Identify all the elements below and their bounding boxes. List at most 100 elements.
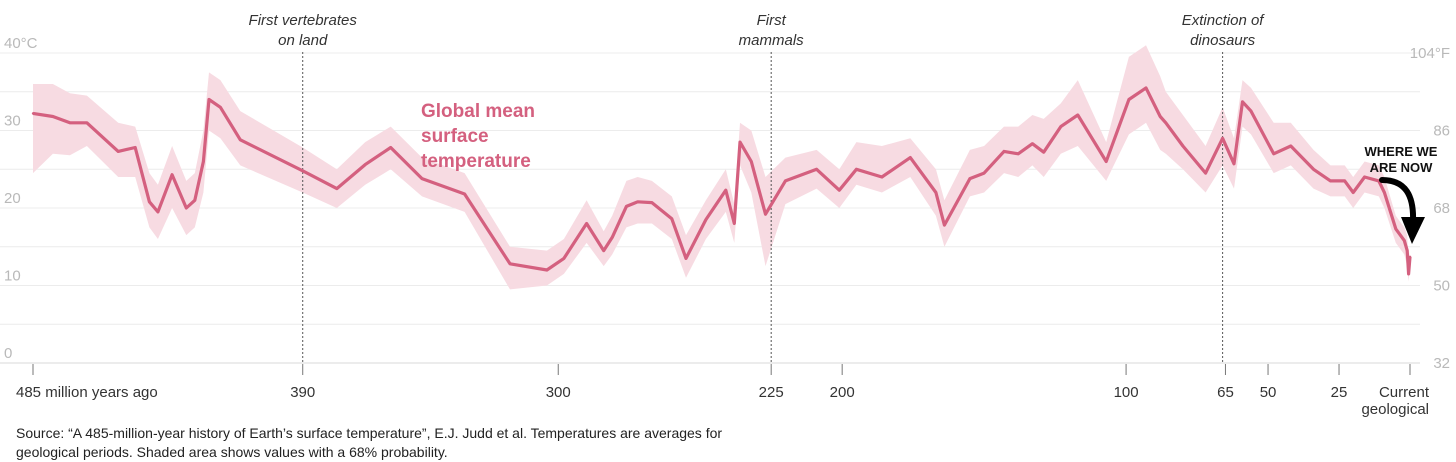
data-point [193,199,196,202]
data-point [1383,191,1386,194]
text-line: 65 [1217,384,1234,401]
x-tick-label-25: 25 [1331,384,1348,401]
data-point [880,175,884,179]
data-point [1031,142,1034,145]
data-point [1002,150,1006,153]
data-point [335,187,338,190]
text-line: Current [1379,384,1430,401]
data-point [815,168,818,171]
data-point [1406,249,1409,252]
y-axis-left-celsius: 40°C 30 20 10 0 [4,35,38,362]
y-tick-right-0: 32 [1433,355,1450,372]
data-point [1144,86,1148,90]
text-line: 100 [1114,384,1139,401]
data-point [207,98,211,101]
data-point [148,200,151,203]
text-line: 225 [759,384,784,401]
data-point [636,200,639,203]
temperature-line [31,86,1412,276]
data-point [1312,168,1315,171]
pointer-arrow-shaft [1379,177,1417,225]
x-axis: 485 million years ago 390 300 225 200 100 65 50… [16,364,1430,420]
text-line: on land [278,32,328,49]
text-line: mammals [739,32,805,49]
text-line: 25 [1331,384,1348,401]
data-point [1329,179,1332,183]
x-tick-label-300: 300 [546,384,571,401]
data-point [724,189,727,192]
text-line: 200 [830,384,855,401]
y-tick-right-20: 68 [1433,200,1450,217]
data-point [750,160,753,163]
data-point [704,218,708,221]
data-point [1164,121,1168,125]
data-point [1204,171,1207,175]
data-point [733,222,736,225]
x-tick-label-50: 50 [1260,384,1277,401]
series-label: Global mean surface temperature [421,101,535,172]
event-label-0: First vertebrates on land [249,12,358,49]
data-point [1159,115,1162,118]
data-point [1408,255,1412,258]
text-line: geological [1361,401,1429,418]
data-point [156,210,160,214]
event-lines: First vertebrates on land First mammals Exti… [249,12,1266,363]
y-axis-right-fahrenheit: 104°F 86 68 50 32 [1410,45,1450,372]
x-tick-label-200: 200 [830,384,855,401]
series-labels: Global mean surface temperature WHERE WE ARE… [421,101,1438,244]
data-point [185,206,188,210]
data-point [1352,191,1355,194]
event-label-1: First mammals [739,12,805,49]
x-tick-label-100: 100 [1114,384,1139,401]
data-point [134,146,137,149]
data-point [1343,179,1346,183]
event-label-2: Extinction of dinosaurs [1182,12,1266,49]
data-point [202,160,205,163]
y-tick-left-40: 40°C [4,35,38,52]
where-we-are-now-label: WHERE WE ARE NOW [1365,144,1438,175]
text-line: WHERE WE [1365,144,1438,159]
data-point [855,168,858,171]
data-point [117,150,120,153]
data-point [738,140,742,144]
data-point [1042,151,1045,154]
text-line: 390 [290,384,315,401]
data-point [968,177,972,180]
text-line: surface [421,126,489,147]
data-point [1363,175,1366,179]
data-point [909,156,912,159]
data-point [1403,239,1406,242]
data-point [764,213,767,216]
data-point [562,257,566,260]
data-point [650,201,654,204]
text-line: First [757,12,787,29]
data-point [625,205,628,208]
text-line: 485 million years ago [16,384,158,401]
data-point [239,138,242,141]
data-point [611,236,614,239]
data-point [1059,125,1063,128]
text-line: stage [1392,418,1429,420]
data-point [68,121,72,125]
data-point [838,189,841,192]
data-point [684,257,688,260]
data-point [1076,113,1080,117]
data-point [219,106,222,109]
data-point [364,163,367,166]
data-point [170,173,174,176]
data-point [934,191,938,194]
data-point [301,169,304,172]
x-tick-label-65: 65 [1217,384,1234,401]
data-point [31,112,35,115]
text-line: 300 [546,384,571,401]
temperature-chart: First vertebrates on land First mammals Exti… [0,12,1450,420]
data-point [1221,137,1224,140]
text-line: ARE NOW [1370,160,1434,175]
text-line: dinosaurs [1190,32,1256,49]
text-line: 50 [1260,384,1277,401]
data-point [85,121,89,125]
y-tick-right-30: 86 [1433,123,1450,140]
y-tick-left-30: 30 [4,113,21,130]
x-tick-label-0: Currentgeologicalstage [1361,384,1429,420]
data-point [1232,162,1236,165]
